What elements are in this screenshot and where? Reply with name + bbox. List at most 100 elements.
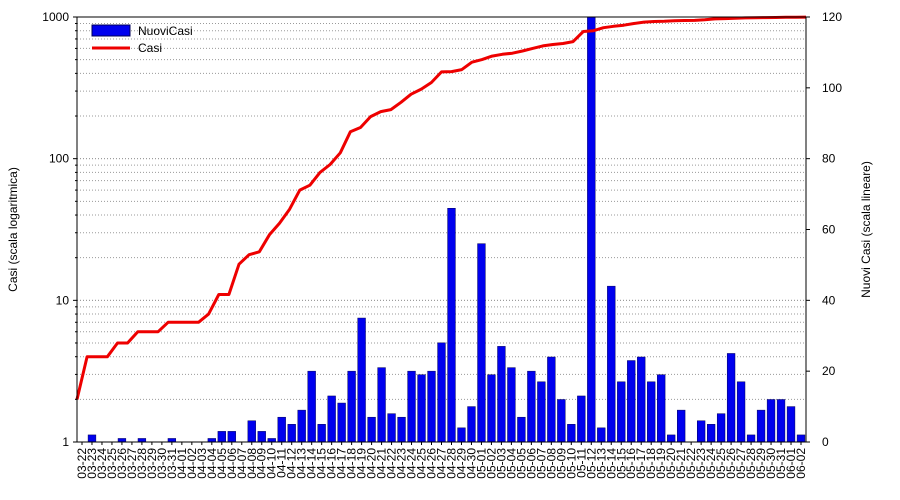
legend: NuoviCasi Casi: [91, 24, 193, 55]
right-tick-label: 40: [822, 293, 836, 307]
x-tick-label: 05-27: [734, 448, 748, 479]
x-tick-label: 04-02: [185, 448, 199, 479]
x-tick-label: 05-01: [474, 448, 488, 479]
bar-06-02: [796, 434, 806, 443]
bar-04-10: [267, 438, 276, 443]
x-tick-label: 05-30: [764, 448, 778, 479]
x-tick-label: 05-04: [504, 448, 518, 479]
bar-03-31: [167, 438, 177, 443]
bar-04-13: [297, 409, 306, 443]
bar-05-05: [517, 416, 526, 443]
bar-04-26: [427, 370, 436, 443]
bar-04-05: [217, 431, 226, 443]
x-tick-label: 05-20: [664, 448, 678, 479]
bar-05-31: [776, 399, 786, 443]
x-tick-label: 03-25: [105, 448, 119, 479]
bar-04-17: [337, 402, 346, 443]
x-tick-label: 03-29: [145, 448, 159, 479]
x-tick-label: 05-19: [654, 448, 668, 479]
bar-05-02: [487, 374, 496, 443]
x-tick-label: 04-13: [295, 448, 309, 479]
right-tick-label: 100: [822, 81, 842, 95]
x-tick-label: 05-12: [584, 448, 598, 479]
bar-05-24: [706, 424, 716, 443]
right-tick-label: 0: [822, 435, 829, 449]
x-tick-label: 05-26: [724, 448, 738, 479]
bar-05-10: [567, 424, 576, 443]
bar-04-25: [417, 374, 426, 443]
x-tick-label: 04-17: [335, 448, 349, 479]
x-tick-label: 05-03: [494, 448, 508, 479]
x-tick-label: 03-30: [155, 448, 169, 479]
x-axis-ticks: 03-2203-2303-2403-2503-2603-2703-2803-29…: [75, 442, 808, 479]
x-tick-label: 04-04: [205, 448, 219, 479]
bar-04-14: [307, 370, 316, 443]
legend-label-casi: Casi: [138, 41, 162, 55]
bar-04-04: [207, 438, 216, 443]
bar-04-08: [247, 420, 256, 443]
bar-04-24: [407, 370, 416, 443]
x-tick-label: 04-16: [325, 448, 339, 479]
bar-05-13: [597, 427, 606, 443]
x-tick-label: 05-11: [574, 448, 588, 478]
right-tick-label: 80: [822, 152, 836, 166]
x-tick-label: 05-05: [514, 448, 528, 479]
bar-05-16: [627, 360, 636, 443]
x-tick-label: 03-31: [165, 448, 179, 479]
bar-05-09: [557, 399, 566, 443]
bar-05-20: [667, 434, 676, 443]
x-tick-label: 03-26: [115, 448, 129, 479]
bar-04-21: [377, 367, 386, 443]
bar-05-15: [617, 381, 626, 443]
x-tick-label: 04-21: [375, 448, 389, 479]
bar-06-01: [786, 406, 796, 443]
bar-04-18: [347, 370, 356, 443]
bar-05-23: [696, 420, 706, 443]
bar-05-12: [587, 16, 596, 443]
x-tick-label: 04-07: [235, 448, 249, 479]
x-tick-label: 04-23: [395, 448, 409, 479]
x-tick-label: 03-23: [85, 448, 99, 479]
left-tick-label: 10: [56, 293, 70, 307]
right-tick-label: 20: [822, 364, 836, 378]
x-tick-label: 03-27: [125, 448, 139, 479]
x-tick-label: 04-22: [385, 448, 399, 479]
x-tick-label: 04-25: [415, 448, 429, 479]
x-tick-label: 05-23: [694, 448, 708, 479]
bar-05-19: [657, 374, 666, 443]
x-tick-label: 05-31: [774, 448, 788, 479]
x-tick-label: 03-24: [95, 448, 109, 479]
bar-05-21: [677, 409, 686, 443]
x-tick-label: 04-09: [255, 448, 269, 479]
x-tick-label: 04-08: [245, 448, 259, 479]
x-tick-label: 04-15: [315, 448, 329, 479]
left-tick-label: 1: [62, 435, 69, 449]
x-tick-label: 04-05: [215, 448, 229, 479]
bar-04-11: [277, 416, 286, 443]
x-tick-label: 05-16: [624, 448, 638, 479]
bar-04-22: [387, 413, 396, 443]
bar-04-16: [327, 395, 336, 443]
x-tick-label: 04-12: [285, 448, 299, 479]
x-tick-label: 05-24: [704, 448, 718, 479]
bar-03-28: [137, 438, 147, 443]
legend-label-nuovicasi: NuoviCasi: [138, 24, 193, 38]
bar-05-30: [766, 399, 776, 443]
bar-05-03: [497, 346, 506, 443]
x-tick-label: 04-19: [355, 448, 369, 479]
bar-05-26: [726, 353, 736, 443]
bar-05-27: [736, 381, 746, 443]
x-tick-label: 04-03: [195, 448, 209, 479]
bar-05-01: [477, 243, 486, 443]
right-axis-title: Nuovi Casi (scala lineare): [859, 161, 873, 298]
x-tick-label: 03-22: [75, 448, 89, 479]
bar-05-28: [746, 434, 756, 443]
right-tick-label: 60: [822, 223, 836, 237]
x-tick-label: 05-17: [634, 448, 648, 479]
bar-04-15: [317, 424, 326, 443]
x-tick-label: 05-29: [754, 448, 768, 479]
bar-05-25: [716, 413, 726, 443]
bars-layer: [87, 16, 806, 443]
